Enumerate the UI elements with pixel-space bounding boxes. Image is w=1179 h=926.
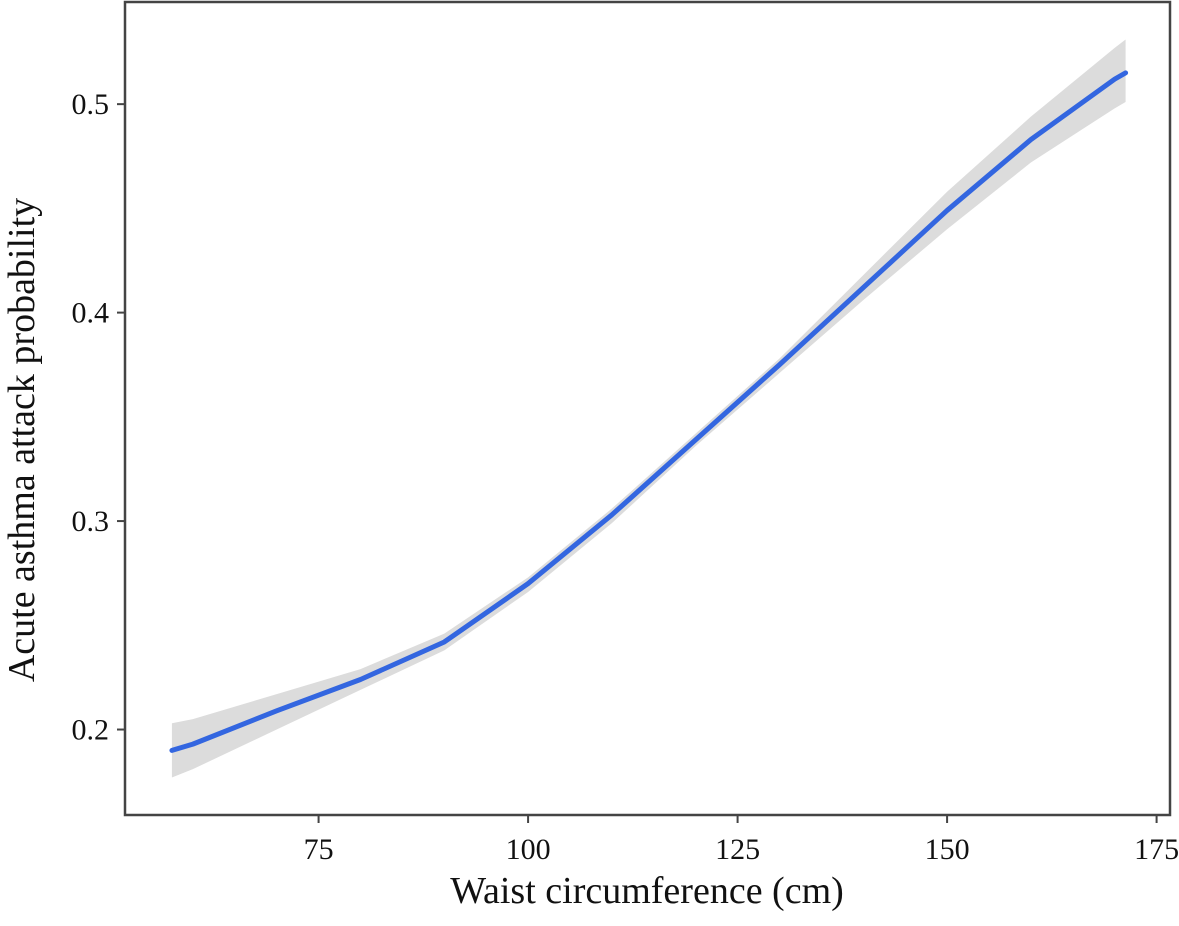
x-tick-label: 75 <box>304 833 334 866</box>
y-tick-label: 0.4 <box>72 297 110 330</box>
x-tick-label: 175 <box>1134 833 1179 866</box>
x-tick-label: 125 <box>715 833 760 866</box>
x-tick-label: 150 <box>925 833 970 866</box>
x-axis-title: Waist circumference (cm) <box>450 870 844 912</box>
y-tick-label: 0.3 <box>72 505 110 538</box>
x-tick-label: 100 <box>506 833 551 866</box>
confidence-band <box>171 39 1126 778</box>
y-axis-title: Acute asthma attack probability <box>1 198 43 682</box>
y-tick-label: 0.5 <box>72 88 110 121</box>
plot-frame <box>123 0 1172 817</box>
y-tick-label: 0.2 <box>72 714 110 747</box>
line <box>169 70 1129 753</box>
